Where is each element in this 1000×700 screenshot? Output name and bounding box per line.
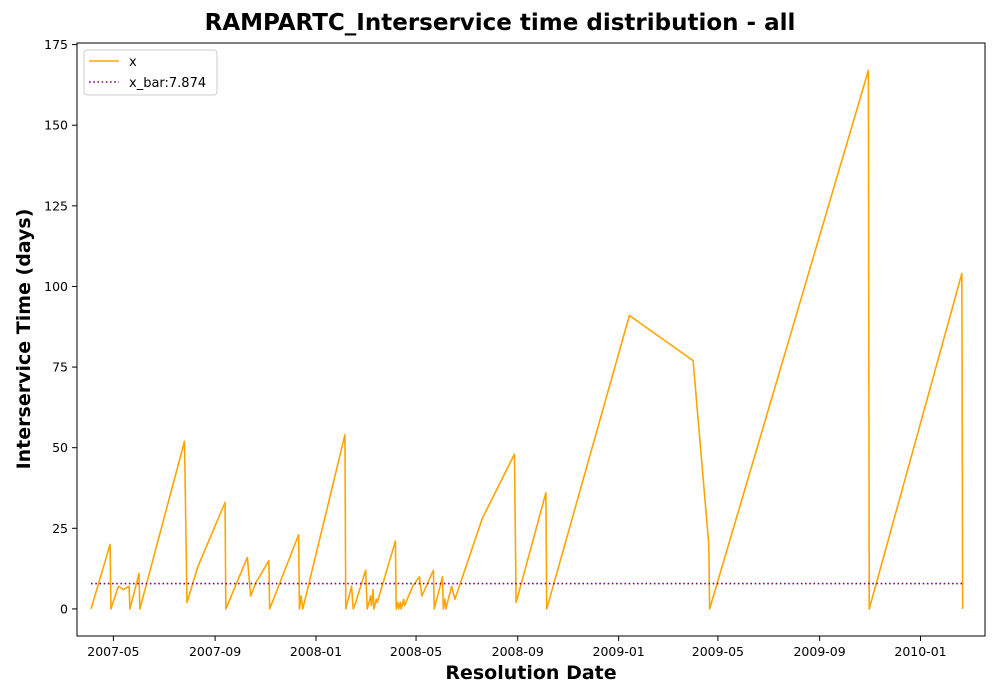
x-tick-label: 2008-09 [492,644,544,659]
chart-title: RAMPARTC_Interservice time distribution … [204,10,796,36]
x-tick-label: 2008-05 [390,644,442,659]
x-tick-label: 2007-09 [189,644,241,659]
x-axis-label: Resolution Date [445,662,617,684]
y-tick-label: 100 [44,279,68,294]
y-tick-label: 50 [52,440,68,455]
x-axis-ticks: 2007-05 2007-09 2008-01 2008-05 2008-09 2009-… [87,636,947,659]
x-tick-label: 2007-05 [87,644,139,659]
x-tick-label: 2009-05 [692,644,744,659]
x-tick-label: 2009-01 [593,644,645,659]
legend-entry-1: x_bar:7.874 [129,76,206,91]
plot-lines [90,69,964,610]
legend: x x_bar:7.874 [83,49,218,96]
y-tick-label: 150 [44,118,68,133]
y-tick-label: 0 [60,601,68,616]
legend-entry-0: x [129,55,137,70]
plot-frame [76,42,986,637]
x-tick-label: 2008-01 [290,644,342,659]
x-tick-label: 2009-09 [793,644,845,659]
series-line-0 [90,69,964,610]
y-tick-label: 125 [44,198,68,213]
y-tick-label: 175 [44,37,68,52]
y-tick-label: 25 [52,521,68,536]
x-tick-label: 2010-01 [894,644,946,659]
y-tick-label: 75 [52,360,68,375]
y-axis-ticks: 0 25 50 75 100 125 150 175 [44,37,77,616]
